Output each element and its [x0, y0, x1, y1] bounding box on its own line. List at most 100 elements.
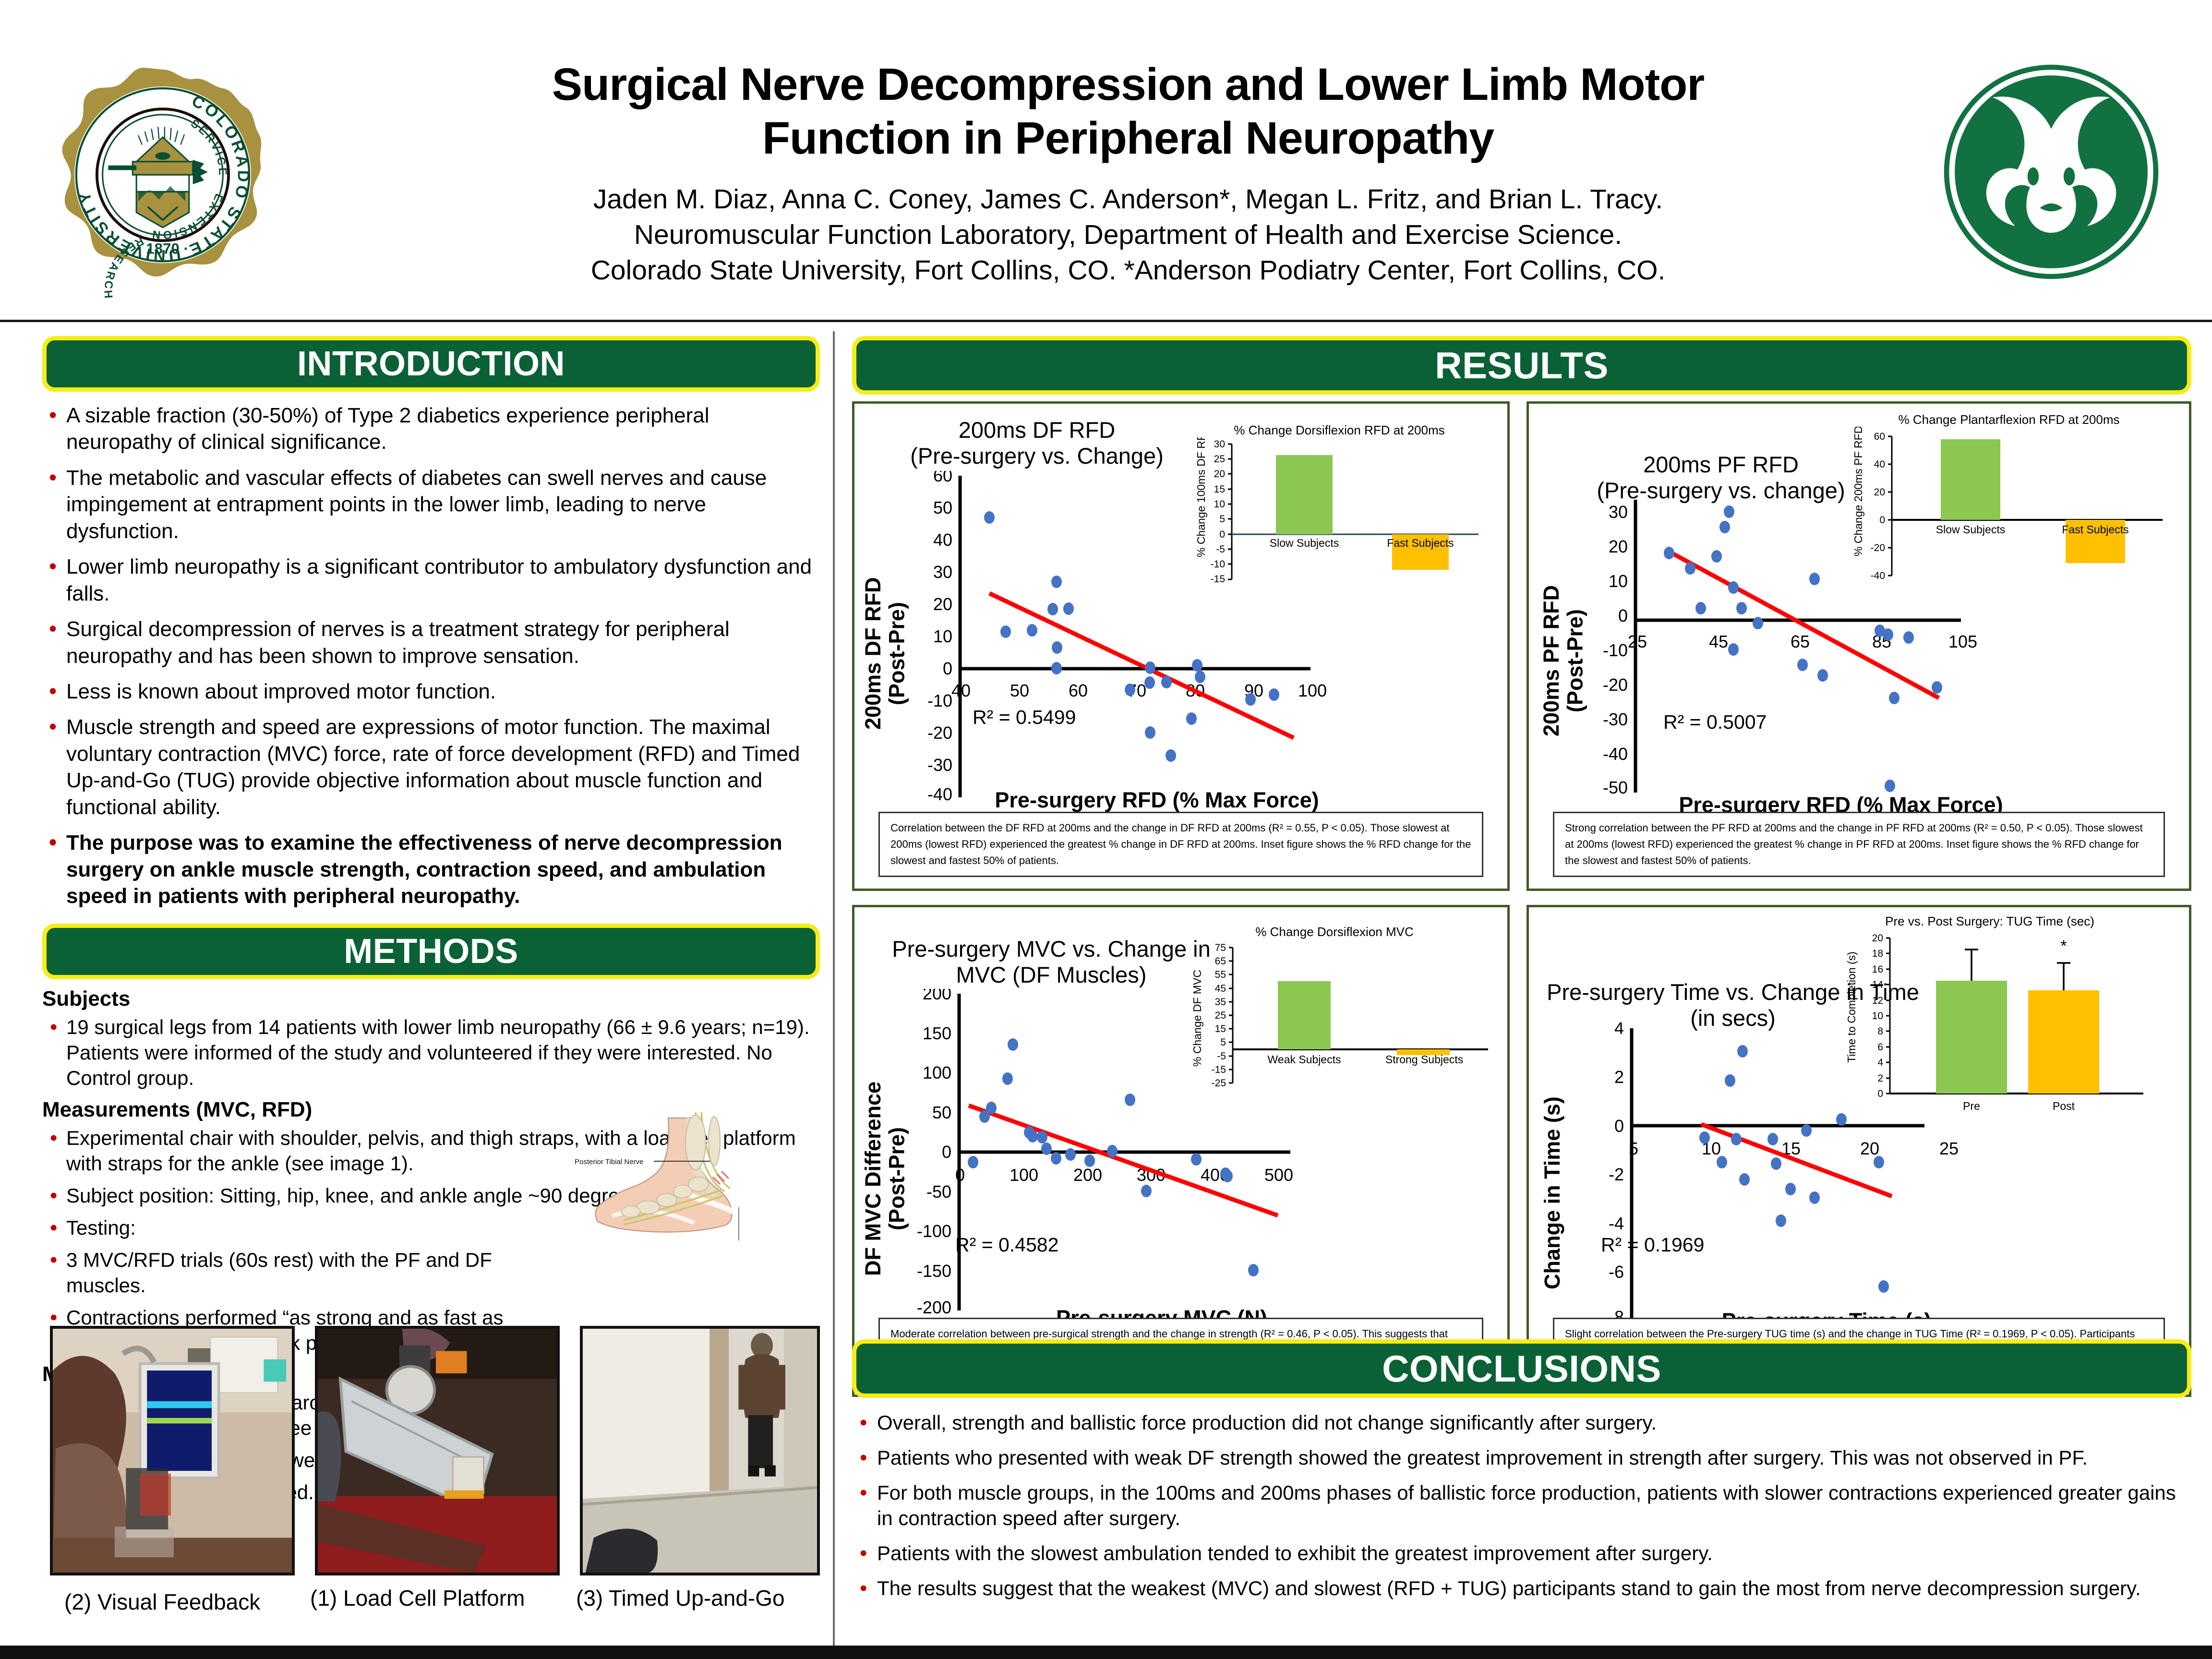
- significance-asterisk: *: [2060, 937, 2067, 955]
- poster-header: COLORADO STATE UNIVERSITY SERVICE · EXTE…: [0, 0, 2212, 322]
- chart-ylabel-df-mvc: DF MVC Difference (Post-Pre): [861, 1081, 909, 1276]
- svg-text:50: 50: [1010, 681, 1029, 700]
- chart-ylabel-df-rfd: 200ms DF RFD (Post-Pre): [861, 577, 909, 730]
- svg-text:15: 15: [1214, 484, 1225, 495]
- svg-text:6: 6: [1877, 1042, 1883, 1053]
- svg-text:100: 100: [1010, 1165, 1038, 1185]
- svg-text:-150: -150: [917, 1261, 951, 1281]
- svg-text:-2: -2: [1609, 1165, 1624, 1184]
- inset-cat-strong: Strong Subjects: [1385, 1053, 1463, 1066]
- chart-xlabel-df-rfd: Pre-surgery RFD (% Max Force): [995, 788, 1319, 812]
- svg-text:10: 10: [1214, 499, 1225, 510]
- svg-text:-10: -10: [927, 691, 952, 710]
- svg-text:30: 30: [933, 562, 952, 582]
- figure-caption-df-rfd: Correlation between the DF RFD at 200ms …: [878, 811, 1483, 877]
- section-heading-introduction: INTRODUCTION: [42, 336, 820, 392]
- svg-text:0: 0: [1618, 606, 1628, 625]
- svg-text:55: 55: [1215, 969, 1226, 980]
- svg-text:25: 25: [1214, 454, 1225, 465]
- svg-text:5: 5: [1629, 1139, 1638, 1158]
- svg-text:-50: -50: [926, 1182, 951, 1202]
- chart-title-df-rfd: 200ms DF RFD (Pre-surgery vs. Change): [910, 417, 1164, 469]
- svg-text:25: 25: [1215, 1010, 1226, 1021]
- inset-ylabel-df-mvc: % Change DF MVC: [1191, 970, 1203, 1067]
- conclusions-bullets: Overall, strength and ballistic force pr…: [852, 1409, 2191, 1601]
- csu-ram-logo: [1938, 52, 2164, 292]
- svg-text:0: 0: [942, 1142, 951, 1162]
- author-list: Jaden M. Diaz, Anna C. Coney, James C. A…: [593, 184, 1663, 215]
- svg-text:30: 30: [1214, 439, 1225, 450]
- section-heading-conclusions: CONCLUSIONS: [852, 1339, 2191, 1398]
- inset-cat-slow: Slow Subjects: [1270, 537, 1339, 549]
- chart-r2-pf-rfd: R² = 0.5007: [1663, 711, 1767, 733]
- svg-text:20: 20: [1860, 1139, 1879, 1158]
- inset-bar-df-mvc: 75 65 55 45 35 25 15 5 -5 -15 -25 Weak Subjects…: [1191, 942, 1488, 1089]
- svg-text:20: 20: [1214, 469, 1225, 480]
- svg-text:-5: -5: [1216, 544, 1225, 555]
- methods-photo-strip: (2) Visual Feedback (1) Load Cell Platfo…: [46, 1326, 820, 1614]
- svg-text:-20: -20: [927, 723, 952, 743]
- svg-text:15: 15: [1215, 1023, 1226, 1034]
- list-item: Muscle strength and speed are expression…: [42, 713, 820, 820]
- list-item: Lower limb neuropathy is a significant c…: [42, 553, 820, 607]
- methods-subjects-heading: Subjects: [42, 987, 131, 1011]
- list-item: For both muscle groups, in the 100ms and…: [852, 1479, 2191, 1531]
- svg-text:-10: -10: [1211, 559, 1225, 570]
- chart-r2-tug: R² = 0.1969: [1601, 1234, 1705, 1256]
- result-panel-df-mvc: Pre-surgery MVC vs. Change in MVC (DF Mu…: [852, 905, 1510, 1397]
- svg-text:0: 0: [943, 659, 952, 678]
- svg-text:10: 10: [1872, 1010, 1883, 1022]
- affiliation-line1: Neuromuscular Function Laboratory, Depar…: [634, 219, 1623, 251]
- svg-text:5: 5: [1219, 514, 1225, 525]
- svg-text:50: 50: [932, 1103, 951, 1122]
- chart-ylabel-pf-rfd: 200ms PF RFD (Post-Pre): [1539, 585, 1587, 736]
- svg-text:· 1870 ·: · 1870 ·: [137, 240, 189, 257]
- poster-title-line2: Function in Peripheral Neuropathy: [762, 113, 1494, 164]
- photo-visual-feedback: [50, 1326, 295, 1575]
- left-column: INTRODUCTION A sizable fraction (30-50%)…: [42, 336, 820, 1512]
- inset-ylabel-pf-rfd: % Change 200ms PF RFD: [1852, 427, 1864, 556]
- inset-bar-df-rfd: 30 25 20 15 10 5 0 -5 -10 -15 Slow Subjects Fa…: [1195, 437, 1479, 585]
- svg-text:-40: -40: [1603, 744, 1628, 764]
- svg-text:30: 30: [1609, 502, 1628, 522]
- footer-divider: [0, 1646, 2212, 1659]
- svg-text:-20: -20: [1603, 675, 1628, 695]
- svg-text:-15: -15: [1211, 574, 1225, 585]
- result-panel-pf-rfd: 200ms PF RFD (Pre-surgery vs. change) 20…: [1527, 401, 2191, 891]
- list-item-purpose: The purpose was to examine the effective…: [42, 829, 820, 909]
- svg-text:20: 20: [1609, 537, 1628, 556]
- svg-text:35: 35: [1215, 997, 1226, 1008]
- inset-cat-fast: Fast Subjects: [2062, 523, 2128, 536]
- header-divider: [0, 320, 2212, 322]
- conclusions-section: CONCLUSIONS Overall, strength and ballis…: [852, 1339, 2191, 1611]
- svg-text:20: 20: [1872, 933, 1883, 944]
- svg-text:65: 65: [1791, 632, 1810, 651]
- svg-text:16: 16: [1872, 964, 1883, 975]
- list-item: The metabolic and vascular effects of di…: [42, 464, 820, 544]
- svg-text:25: 25: [1939, 1139, 1959, 1158]
- list-item: 3 MVC/RFD trials (60s rest) with the PF …: [42, 1247, 565, 1298]
- photo-caption-load-cell: (1) Load Cell Platform: [310, 1586, 525, 1611]
- svg-text:5: 5: [1220, 1037, 1226, 1048]
- result-panel-df-rfd: 200ms DF RFD (Pre-surgery vs. Change) 20…: [852, 401, 1510, 891]
- svg-text:40: 40: [1874, 459, 1885, 470]
- svg-text:500: 500: [1264, 1165, 1293, 1185]
- list-item: Patients with the slowest ambulation ten…: [852, 1540, 2191, 1566]
- photo-load-cell-platform: [315, 1326, 560, 1575]
- svg-text:-100: -100: [917, 1221, 951, 1241]
- svg-text:0: 0: [1614, 1116, 1624, 1136]
- inset-ylabel-df-rfd: % Change 100ms DF RFD: [1195, 437, 1207, 557]
- column-divider: [833, 331, 835, 1656]
- title-block: Surgical Nerve Decompression and Lower L…: [432, 58, 1824, 288]
- svg-text:-200: -200: [917, 1298, 951, 1317]
- svg-text:0: 0: [1879, 515, 1885, 526]
- svg-text:-4: -4: [1609, 1214, 1624, 1233]
- svg-text:10: 10: [933, 626, 952, 646]
- svg-text:150: 150: [923, 1023, 951, 1043]
- inset-cat-pre: Pre: [1963, 1100, 1980, 1112]
- inset-cat-fast: Fast Subjects: [1387, 537, 1454, 549]
- svg-text:100: 100: [1298, 681, 1327, 700]
- svg-text:-20: -20: [1871, 542, 1885, 553]
